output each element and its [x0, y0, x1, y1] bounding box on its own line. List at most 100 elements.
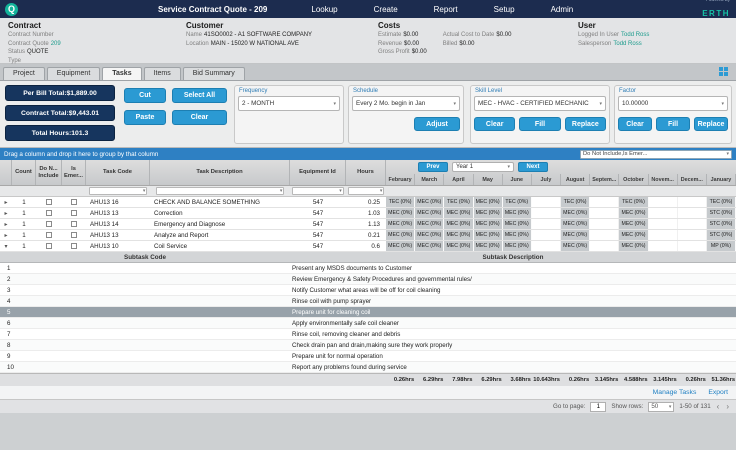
subtask-row[interactable]: 4 Rinse coil with pump sprayer — [0, 296, 736, 307]
task-description-column-header[interactable]: Task Description — [150, 160, 290, 185]
schedule-cell[interactable] — [532, 197, 562, 207]
hours-cell[interactable]: 1.13 — [367, 220, 380, 228]
task-row-expanded[interactable]: ▾ 1 AHU13 10 Coil Service 547 0.6 MEC (0… — [0, 241, 736, 252]
skill-clear-button[interactable]: Clear — [474, 117, 516, 131]
schedule-cell[interactable]: MEC (0%) — [561, 219, 591, 229]
task-description-cell[interactable]: CHECK AND BALANCE SOMETHING — [154, 198, 260, 206]
prev-year-button[interactable]: Prev — [418, 162, 448, 172]
schedule-cell[interactable] — [590, 197, 620, 207]
schedule-cell[interactable]: MEC (0%) — [561, 230, 591, 240]
factor-select[interactable]: 10.00000 ▾ — [618, 96, 728, 111]
schedule-cell[interactable]: MEC (0%) — [415, 219, 445, 229]
is-emergency-checkbox[interactable] — [62, 241, 86, 251]
schedule-cell[interactable] — [678, 230, 707, 240]
schedule-cell[interactable]: MEC (0%) — [502, 208, 532, 218]
next-page-icon[interactable]: › — [726, 402, 729, 411]
group-by-bar[interactable]: Drag a column and drop it here to group … — [0, 148, 736, 160]
nav-lookup[interactable]: Lookup — [311, 4, 338, 14]
schedule-cell[interactable]: MEC (0%) — [619, 219, 649, 229]
tab-equipment[interactable]: Equipment — [46, 67, 101, 80]
expand-grid-icon[interactable] — [719, 67, 729, 77]
task-row[interactable]: ▸ 1 AHU13 16 CHECK AND BALANCE SOMETHING… — [0, 197, 736, 208]
skill-replace-button[interactable]: Replace — [564, 117, 606, 131]
hours-cell[interactable]: 0.6 — [371, 242, 380, 250]
page-number-input[interactable] — [590, 401, 607, 412]
equipment-id-filter[interactable]: ▾ — [292, 187, 344, 195]
schedule-cell[interactable]: MEC (0%) — [386, 241, 416, 251]
clear-selection-button[interactable]: Clear — [172, 110, 227, 125]
column-chooser-select[interactable]: Do Not Include,Is Emer... ▾ — [580, 149, 732, 159]
tab-tasks[interactable]: Tasks — [102, 67, 142, 80]
select-all-button[interactable]: Select All — [172, 88, 227, 103]
schedule-cell[interactable]: TEC (0%) — [706, 197, 736, 207]
do-not-include-checkbox[interactable] — [36, 197, 62, 207]
hours-cell[interactable]: 1.03 — [367, 209, 380, 217]
is-emergency-column-header[interactable]: Is Emer... — [62, 160, 86, 185]
schedule-cell[interactable]: MEC (0%) — [502, 219, 532, 229]
schedule-cell[interactable] — [649, 241, 678, 251]
schedule-cell[interactable]: TEC (0%) — [502, 197, 532, 207]
schedule-cell[interactable]: MEC (0%) — [444, 230, 474, 240]
schedule-cell[interactable]: TEC (0%) — [444, 197, 474, 207]
factor-replace-button[interactable]: Replace — [694, 117, 728, 131]
schedule-cell[interactable]: MEC (0%) — [473, 197, 503, 207]
task-description-cell[interactable]: Emergency and Diagnose — [154, 220, 226, 228]
schedule-cell[interactable]: MEC (0%) — [502, 230, 532, 240]
subtask-row[interactable]: 3 Notify Customer what areas will be off … — [0, 285, 736, 296]
task-description-cell[interactable]: Analyze and Report — [154, 231, 209, 239]
schedule-cell[interactable]: MEC (0%) — [415, 208, 445, 218]
hours-cell[interactable]: 0.25 — [367, 198, 380, 206]
schedule-cell[interactable]: TEC (0%) — [386, 197, 416, 207]
equipment-id-cell[interactable]: 547 — [312, 198, 324, 206]
is-emergency-checkbox[interactable] — [62, 197, 86, 207]
expand-row-icon[interactable]: ▸ — [4, 210, 8, 217]
tab-bid-summary[interactable]: Bid Summary — [182, 67, 245, 80]
schedule-cell[interactable]: MEC (0%) — [619, 230, 649, 240]
equipment-id-cell[interactable]: 547 — [312, 242, 324, 250]
subtask-row-selected[interactable]: 5 Prepare unit for cleaning coil — [0, 307, 736, 318]
factor-fill-button[interactable]: Fill — [656, 117, 690, 131]
do-not-include-checkbox[interactable] — [36, 230, 62, 240]
export-link[interactable]: Export — [708, 389, 728, 396]
subtask-row[interactable]: 8 Check drain pan and drain,making sure t… — [0, 340, 736, 351]
equipment-id-cell[interactable]: 547 — [312, 220, 324, 228]
schedule-cell[interactable] — [649, 219, 678, 229]
schedule-cell[interactable]: MEC (0%) — [386, 219, 416, 229]
nav-setup[interactable]: Setup — [493, 4, 515, 14]
task-row[interactable]: ▸ 1 AHU13 14 Emergency and Diagnose 547 … — [0, 219, 736, 230]
skill-level-select[interactable]: MEC - HVAC - CERTIFIED MECHANIC ▾ — [474, 96, 606, 111]
schedule-cell[interactable] — [678, 197, 707, 207]
paste-button[interactable]: Paste — [124, 110, 166, 125]
task-code-cell[interactable]: AHU13 13 — [90, 231, 119, 239]
adjust-button[interactable]: Adjust — [414, 117, 460, 131]
task-code-column-header[interactable]: Task Code — [86, 160, 150, 185]
schedule-cell[interactable] — [678, 208, 707, 218]
schedule-cell[interactable] — [590, 219, 620, 229]
schedule-cell[interactable] — [532, 219, 562, 229]
do-not-include-checkbox[interactable] — [36, 219, 62, 229]
schedule-cell[interactable]: MEC (0%) — [473, 208, 503, 218]
subtask-row[interactable]: 10 Report any problems found during servi… — [0, 362, 736, 373]
count-column-header[interactable]: Count — [12, 160, 36, 185]
schedule-cell[interactable]: MEC (0%) — [386, 208, 416, 218]
do-not-include-checkbox[interactable] — [36, 208, 62, 218]
equipment-id-cell[interactable]: 547 — [312, 209, 324, 217]
schedule-cell[interactable]: MEC (0%) — [415, 230, 445, 240]
schedule-cell[interactable]: STC (0%) — [706, 230, 736, 240]
subtask-row[interactable]: 9 Prepare unit for normal operation — [0, 351, 736, 362]
task-code-filter[interactable]: ▾ — [88, 187, 148, 195]
schedule-cell[interactable] — [590, 241, 620, 251]
factor-clear-button[interactable]: Clear — [618, 117, 652, 131]
schedule-cell[interactable]: MEC (0%) — [444, 208, 474, 218]
prev-page-icon[interactable]: ‹ — [716, 402, 720, 411]
skill-fill-button[interactable]: Fill — [519, 117, 561, 131]
expand-row-icon[interactable]: ▸ — [4, 232, 8, 239]
schedule-select[interactable]: Every 2 Mo. begin in Jan ▾ — [352, 96, 460, 111]
schedule-cell[interactable]: MEC (0%) — [386, 230, 416, 240]
subtask-row[interactable]: 2 Review Emergency & Safety Procedures an… — [0, 274, 736, 285]
collapse-row-icon[interactable]: ▾ — [4, 243, 8, 250]
manage-tasks-link[interactable]: Manage Tasks — [652, 389, 697, 396]
schedule-cell[interactable]: MEC (0%) — [619, 241, 649, 251]
schedule-cell[interactable]: MP (0%) — [706, 241, 736, 251]
cut-button[interactable]: Cut — [124, 88, 166, 103]
